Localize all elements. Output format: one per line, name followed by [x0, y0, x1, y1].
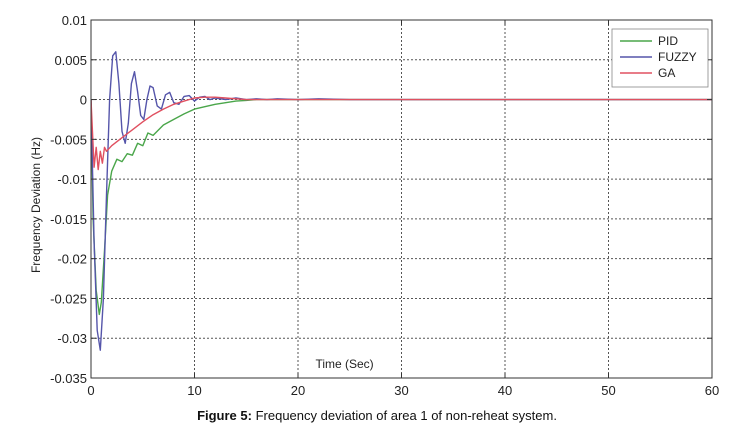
- x-tick-label: 10: [187, 383, 201, 398]
- legend-label-pid: PID: [658, 34, 678, 48]
- x-tick-labels: 0 10 20 30 40 50 60: [87, 383, 719, 398]
- y-axis-label: Frequency Deviation (Hz): [29, 137, 43, 273]
- y-tick-label: 0.01: [62, 13, 87, 28]
- figure-caption: Figure 5: Frequency deviation of area 1 …: [0, 408, 754, 423]
- y-tick-label: -0.01: [57, 172, 87, 187]
- y-tick-labels: 0.01 0.005 0 -0.005 -0.01 -0.015 -0.02 -0.025 -0…: [50, 13, 87, 386]
- x-tick-label: 30: [394, 383, 408, 398]
- x-tick-label: 40: [498, 383, 512, 398]
- series-lines: [91, 51, 712, 351]
- figure-caption-text: Frequency deviation of area 1 of non-reh…: [255, 408, 557, 423]
- y-tick-label: -0.02: [57, 252, 87, 267]
- y-tick-label: -0.005: [50, 132, 87, 147]
- legend-box: [611, 28, 709, 88]
- y-tick-label: -0.035: [50, 371, 87, 386]
- x-axis-label: Time (Sec): [315, 357, 373, 371]
- axis-ticks: [90, 19, 713, 379]
- legend-label-fuzzy: FUZZY: [658, 50, 697, 64]
- x-tick-label: 50: [601, 383, 615, 398]
- y-tick-label: -0.025: [50, 291, 87, 306]
- y-tick-label: -0.015: [50, 212, 87, 227]
- x-tick-label: 20: [291, 383, 305, 398]
- series-line-ga: [91, 96, 712, 171]
- x-tick-label: 60: [705, 383, 719, 398]
- y-tick-label: -0.03: [57, 331, 87, 346]
- legend: PID FUZZY GA: [611, 28, 709, 88]
- y-tick-label: 0.005: [54, 53, 87, 68]
- plot-area: [91, 20, 712, 378]
- figure-caption-label: Figure 5:: [197, 408, 252, 423]
- x-tick-label: 0: [87, 383, 94, 398]
- y-tick-label: 0: [80, 93, 87, 108]
- legend-label-ga: GA: [658, 66, 675, 80]
